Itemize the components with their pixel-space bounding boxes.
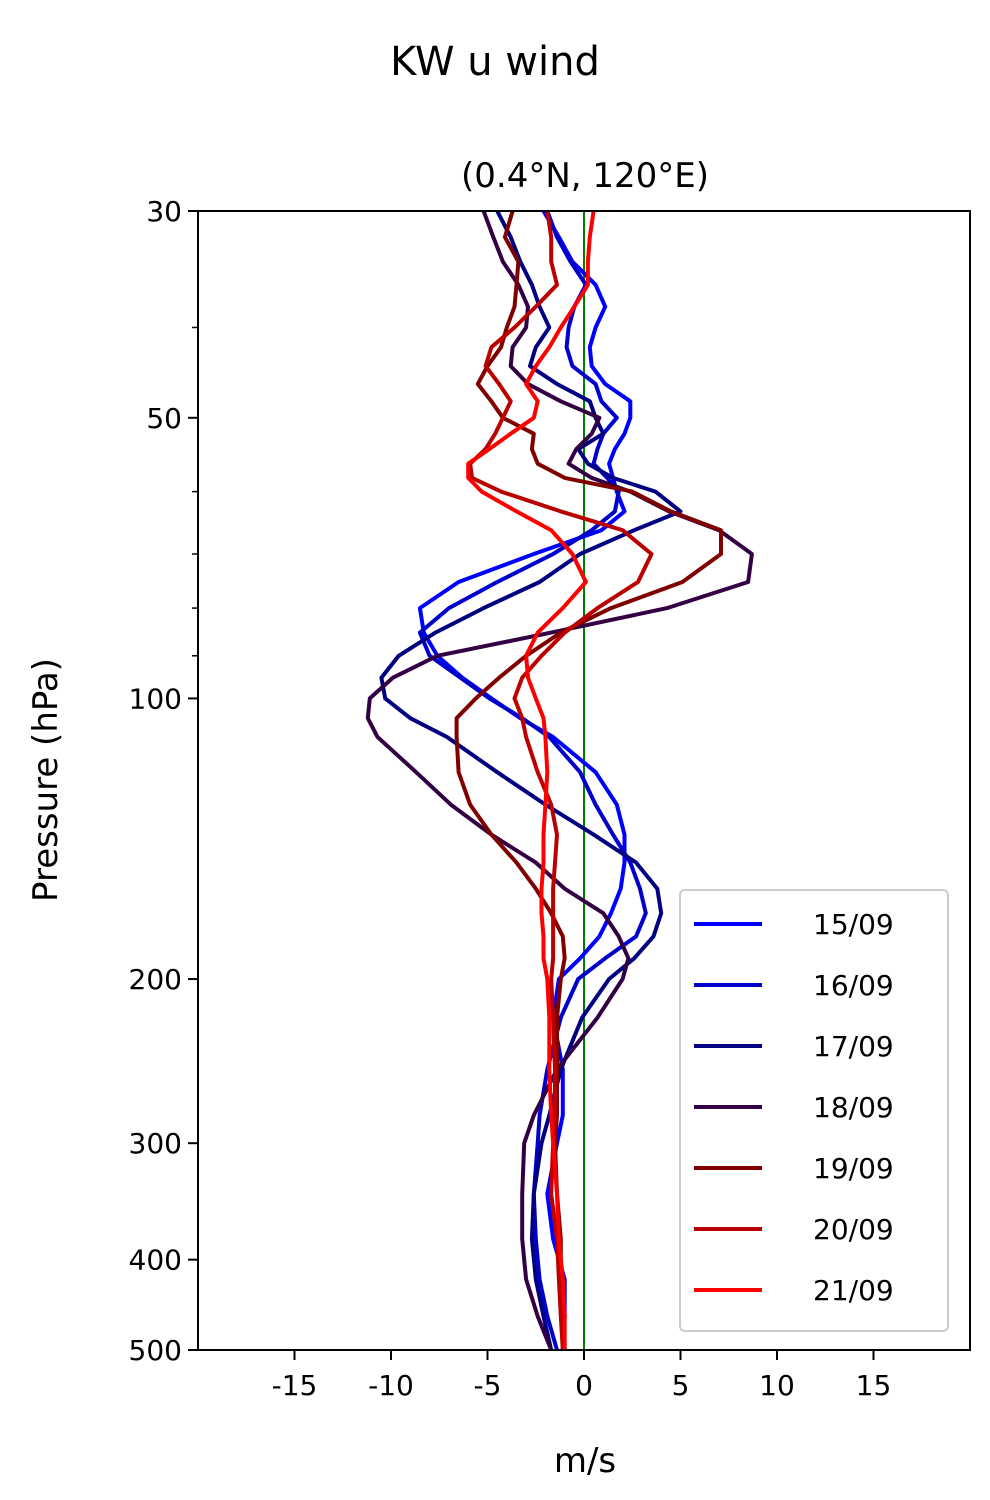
series-line-16-09: [417, 211, 648, 1350]
x-tick-label: 5: [672, 1369, 690, 1402]
legend-label: 20/09: [813, 1213, 894, 1246]
legend-label: 17/09: [813, 1030, 894, 1063]
y-tick-label: 100: [129, 682, 182, 715]
series-line-17-09: [379, 211, 683, 1350]
legend-frame: [679, 889, 949, 1332]
y-tick-label: 30: [146, 195, 182, 228]
x-axis-label: m/s: [554, 1441, 616, 1481]
legend-label: 16/09: [813, 969, 894, 1002]
y-tick-label: 400: [129, 1244, 182, 1277]
y-tick-label: 500: [129, 1334, 182, 1367]
x-tick-label: -10: [368, 1369, 414, 1402]
y-axis-label: Pressure (hPa): [26, 658, 66, 902]
legend-label: 18/09: [813, 1091, 894, 1124]
chart-title: KW u wind: [390, 39, 600, 85]
y-tick-label: 50: [146, 402, 182, 435]
chart-subtitle: (0.4°N, 120°E): [461, 156, 709, 196]
x-tick-label: 0: [575, 1369, 593, 1402]
plot-area: -15 -10 -5 0 5 10 15 30 50 100 200 300 400 500: [129, 195, 971, 1402]
series-line-21-09: [466, 211, 596, 1350]
legend: 15/09 16/09 17/09 18/09 19/09 20/09 21/09: [679, 889, 949, 1332]
y-tick-label: 300: [129, 1127, 182, 1160]
x-tick-label: -15: [272, 1369, 318, 1402]
x-tick-label: 15: [856, 1369, 892, 1402]
y-tick-label: 200: [129, 963, 182, 996]
series-line-20-09: [468, 211, 654, 1350]
series-group: [365, 211, 754, 1350]
legend-label: 15/09: [813, 908, 894, 941]
x-tick-label: -5: [474, 1369, 502, 1402]
x-tick-label: 10: [759, 1369, 795, 1402]
legend-label: 19/09: [813, 1152, 894, 1185]
legend-label: 21/09: [813, 1274, 894, 1307]
series-line-18-09: [365, 211, 754, 1350]
